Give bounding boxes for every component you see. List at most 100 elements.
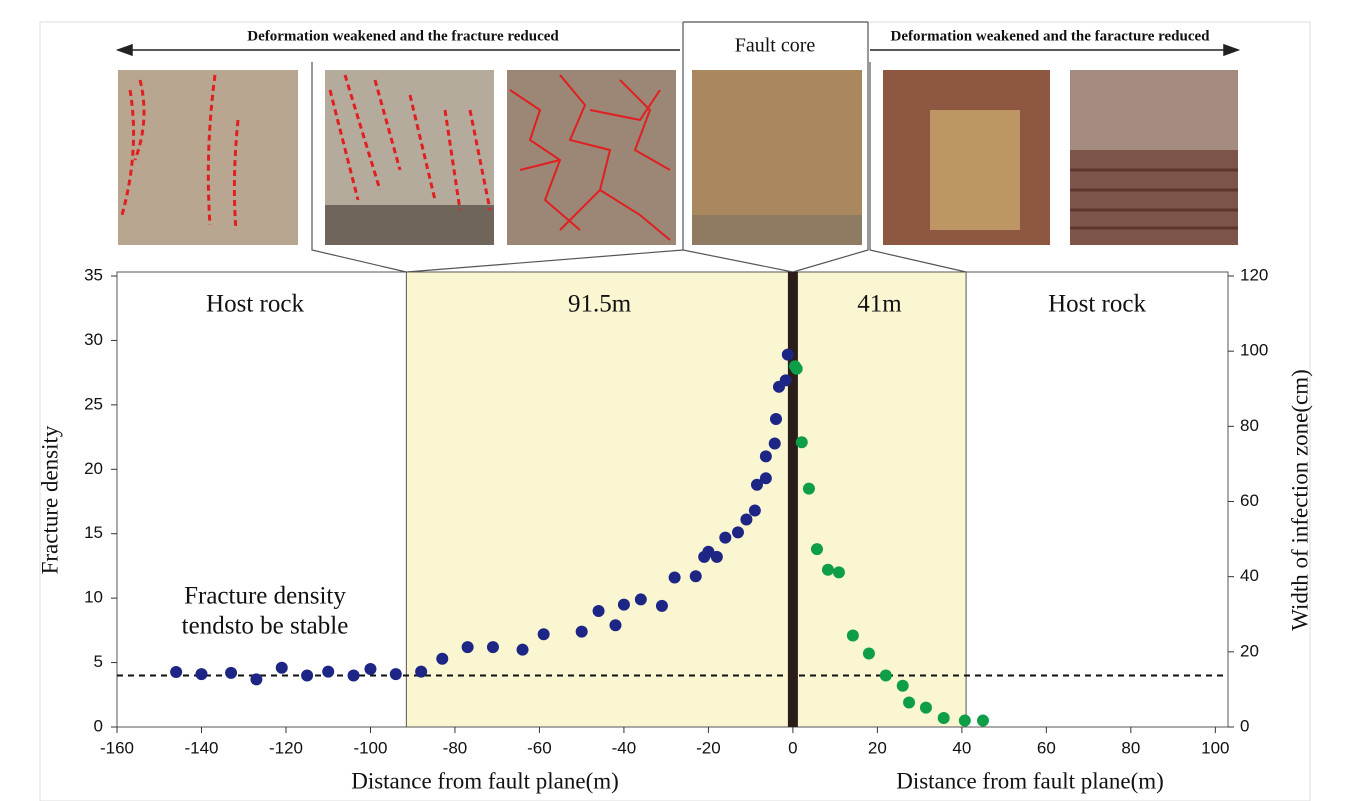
data-point bbox=[749, 505, 761, 517]
zone-label: 91.5m bbox=[568, 291, 632, 318]
x-tick-label: 20 bbox=[868, 738, 887, 757]
data-point bbox=[903, 697, 915, 709]
y2-tick-label: 120 bbox=[1240, 265, 1268, 284]
y-tick-label: 35 bbox=[84, 265, 103, 284]
data-point bbox=[796, 436, 808, 448]
x-tick-label: 100 bbox=[1201, 738, 1229, 757]
y2-axis-title: Width of infection zone(cm) bbox=[1287, 369, 1312, 631]
data-point bbox=[276, 662, 288, 674]
zone-label: Host rock bbox=[1048, 291, 1146, 318]
data-point bbox=[593, 605, 605, 617]
note: tendsto be stable bbox=[182, 613, 349, 640]
data-point bbox=[740, 514, 752, 526]
data-point bbox=[791, 363, 803, 375]
note: Fracture density bbox=[184, 583, 346, 610]
data-point bbox=[769, 438, 781, 450]
y2-tick-label: 0 bbox=[1240, 716, 1249, 735]
x-axis-title: Distance from fault plane(m) bbox=[351, 768, 619, 793]
y-tick-label: 15 bbox=[84, 523, 103, 542]
y2-tick-label: 60 bbox=[1240, 491, 1259, 510]
top-label: Deformation weakened and the faracture r… bbox=[891, 28, 1211, 44]
data-point bbox=[436, 653, 448, 665]
data-point bbox=[782, 349, 794, 361]
data-point bbox=[760, 450, 772, 462]
data-point bbox=[415, 666, 427, 678]
data-point bbox=[609, 619, 621, 631]
top-label: Deformation weakened and the fracture re… bbox=[247, 28, 559, 44]
photo-shade bbox=[1070, 70, 1238, 150]
zone-label: 41m bbox=[857, 291, 902, 318]
x-tick-label: -40 bbox=[612, 738, 637, 757]
data-point bbox=[390, 668, 402, 680]
data-point bbox=[517, 644, 529, 656]
data-point bbox=[732, 526, 744, 538]
data-point bbox=[822, 564, 834, 576]
x-tick-label: -160 bbox=[100, 738, 134, 757]
x-tick-label: 0 bbox=[788, 738, 797, 757]
data-point bbox=[656, 600, 668, 612]
photo-shade bbox=[325, 205, 494, 245]
data-point bbox=[803, 483, 815, 495]
data-point bbox=[322, 666, 334, 678]
data-point bbox=[711, 551, 723, 563]
y-tick-label: 25 bbox=[84, 394, 103, 413]
x-tick-label: 40 bbox=[952, 738, 971, 757]
y-tick-label: 5 bbox=[94, 652, 103, 671]
x-tick-label: 80 bbox=[1121, 738, 1140, 757]
y-tick-label: 20 bbox=[84, 459, 103, 478]
data-point bbox=[770, 413, 782, 425]
y2-tick-label: 100 bbox=[1240, 341, 1268, 360]
photo-shade bbox=[930, 110, 1020, 230]
data-point bbox=[760, 472, 772, 484]
data-point bbox=[833, 566, 845, 578]
photo bbox=[507, 70, 676, 245]
data-point bbox=[690, 570, 702, 582]
y-axis-title: Fracture density bbox=[37, 425, 62, 574]
x-tick-label: -80 bbox=[443, 738, 468, 757]
page: {"chart_data": { "type": "scatter", "top… bbox=[0, 0, 1352, 801]
photo-shade bbox=[692, 215, 862, 245]
y2-tick-label: 40 bbox=[1240, 566, 1259, 585]
x-tick-label: 60 bbox=[1037, 738, 1056, 757]
y-tick-label: 30 bbox=[84, 330, 103, 349]
data-point bbox=[669, 572, 681, 584]
data-point bbox=[959, 715, 971, 727]
data-point bbox=[811, 543, 823, 555]
data-point bbox=[880, 669, 892, 681]
x-tick-label: -20 bbox=[696, 738, 721, 757]
data-point bbox=[977, 715, 989, 727]
data-point bbox=[635, 593, 647, 605]
data-point bbox=[462, 641, 474, 653]
data-point bbox=[225, 667, 237, 679]
data-point bbox=[250, 673, 262, 685]
zone-label: Host rock bbox=[206, 291, 304, 318]
data-point bbox=[618, 599, 630, 611]
fault-core-label: Fault core bbox=[735, 35, 816, 57]
x-tick-label: -60 bbox=[527, 738, 552, 757]
data-point bbox=[170, 666, 182, 678]
damage-zone bbox=[406, 272, 966, 727]
x-axis-title: Distance from fault plane(m) bbox=[896, 768, 1164, 793]
data-point bbox=[364, 663, 376, 675]
x-tick-label: -140 bbox=[184, 738, 218, 757]
x-tick-label: -100 bbox=[353, 738, 387, 757]
y-tick-label: 0 bbox=[94, 716, 103, 735]
data-point bbox=[301, 669, 313, 681]
y2-tick-label: 80 bbox=[1240, 416, 1259, 435]
data-point bbox=[920, 702, 932, 714]
data-point bbox=[348, 669, 360, 681]
data-point bbox=[863, 648, 875, 660]
y-tick-label: 10 bbox=[84, 588, 103, 607]
data-point bbox=[847, 630, 859, 642]
data-point bbox=[538, 628, 550, 640]
data-point bbox=[576, 626, 588, 638]
y2-tick-label: 20 bbox=[1240, 641, 1259, 660]
data-point bbox=[938, 712, 950, 724]
data-point bbox=[897, 680, 909, 692]
data-point bbox=[719, 532, 731, 544]
chart: Deformation weakened and the fracture re… bbox=[0, 0, 1352, 801]
data-point bbox=[195, 668, 207, 680]
x-tick-label: -120 bbox=[269, 738, 303, 757]
data-point bbox=[780, 374, 792, 386]
data-point bbox=[487, 641, 499, 653]
